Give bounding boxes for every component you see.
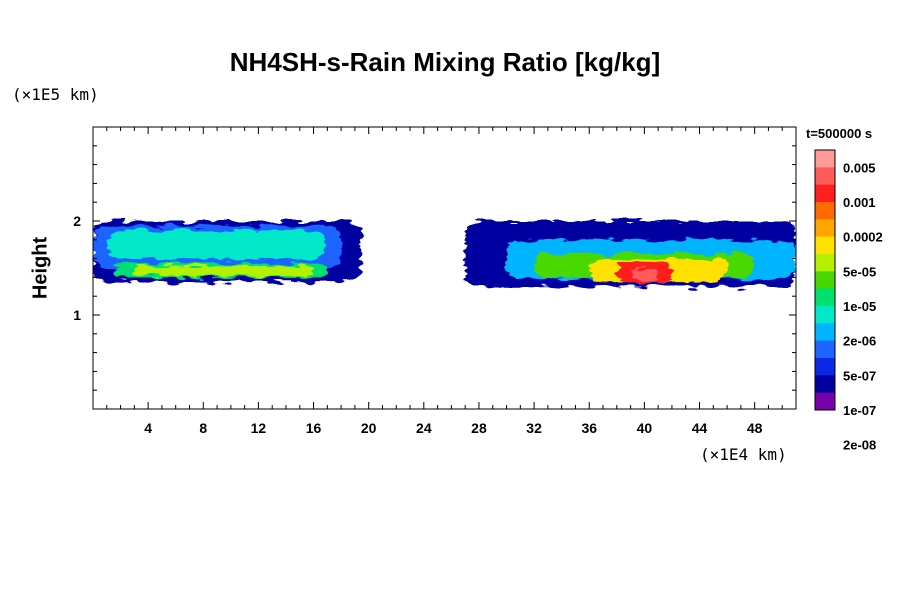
colorbar-label: 1e-05	[843, 299, 876, 314]
x-tick-label: 4	[144, 420, 152, 436]
colorbar: 0.005 0.001 0.0002 5e-05 1e-05 2e-06 5e-07 1e-0…	[814, 149, 883, 453]
colorbar-swatch	[815, 167, 835, 186]
x-axis-unit: (×1E4 km)	[700, 445, 787, 464]
mixing-ratio-field	[93, 221, 796, 287]
colorbar-swatch	[815, 202, 835, 220]
colorbar-label: 2e-06	[843, 334, 876, 349]
y-axis: 12	[73, 145, 796, 391]
colorbar-swatch	[815, 219, 835, 238]
colorbar-label: 0.005	[843, 160, 876, 175]
x-tick-label: 48	[747, 420, 763, 436]
field-region-2	[106, 230, 328, 259]
x-tick-label: 20	[361, 420, 377, 436]
colorbar-label: 1e-07	[843, 403, 876, 418]
x-tick-label: 16	[306, 420, 322, 436]
colorbar-label: 2e-08	[843, 438, 876, 453]
colorbar-swatch	[815, 340, 835, 359]
colorbar-label: 0.0002	[843, 230, 883, 245]
colorbar-swatch	[815, 288, 835, 307]
field-region-4	[134, 266, 314, 276]
x-tick-label: 44	[692, 420, 708, 436]
colorbar-swatch	[815, 254, 835, 272]
x-tick-label: 28	[471, 420, 487, 436]
x-tick-label: 36	[581, 420, 597, 436]
colorbar-frame	[814, 149, 836, 411]
field-region-10	[630, 268, 659, 280]
colorbar-label: 5e-05	[843, 264, 876, 279]
x-axis: 4 8 12 16 20 24 28 32 36 40 44 48	[106, 127, 783, 436]
x-tick-label: 12	[251, 420, 267, 436]
x-tick-label: 8	[199, 420, 207, 436]
colorbar-swatch	[815, 184, 835, 203]
y-tick-label: 1	[73, 307, 81, 323]
colorbar-swatch	[815, 306, 835, 324]
colorbar-swatch	[815, 392, 835, 411]
plot-frame	[92, 126, 797, 410]
colorbar-swatch	[815, 323, 835, 342]
colorbar-swatch	[815, 358, 835, 376]
colorbar-label: 5e-07	[843, 368, 876, 383]
colorbar-swatch	[815, 375, 835, 394]
y-axis-unit: (×1E5 km)	[12, 85, 99, 104]
y-tick-label: 2	[73, 213, 81, 229]
colorbar-swatch	[815, 150, 835, 168]
colorbar-swatch	[815, 271, 835, 290]
x-tick-label: 40	[637, 420, 653, 436]
x-tick-label: 32	[526, 420, 542, 436]
colorbar-swatch	[815, 236, 835, 255]
chart-title: NH4SH-s-Rain Mixing Ratio [kg/kg]	[229, 47, 661, 77]
x-tick-label: 24	[416, 420, 432, 436]
colorbar-label: 0.001	[843, 195, 876, 210]
time-label: t=500000 s	[806, 126, 873, 141]
